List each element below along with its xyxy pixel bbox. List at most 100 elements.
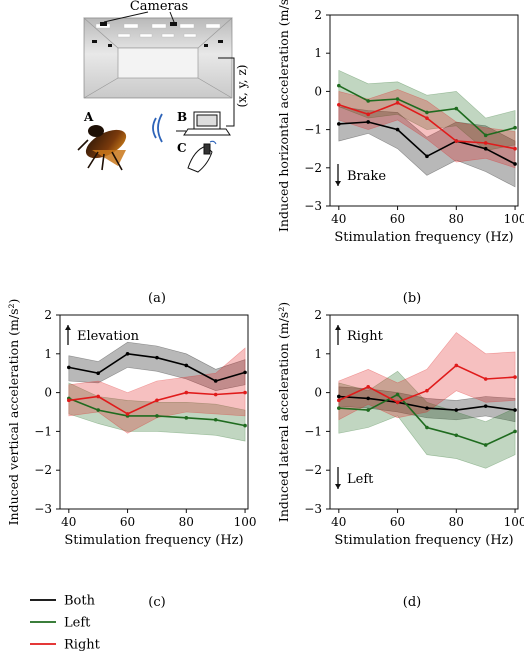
data-point (483, 141, 488, 145)
y-tick-label: 1 (44, 347, 52, 361)
data-point (513, 375, 517, 379)
x-tick-label: 80 (449, 212, 464, 226)
plot-frame (329, 14, 519, 207)
data-point (513, 429, 517, 434)
panel-label-d: (d) (403, 595, 421, 610)
cameras-label: Cameras (130, 0, 188, 14)
y-tick-label: −1 (304, 424, 322, 438)
data-point (513, 162, 517, 166)
data-point (483, 404, 488, 408)
data-point (366, 396, 370, 401)
label-c: C (177, 141, 187, 155)
data-point (425, 406, 429, 410)
data-point (425, 110, 429, 115)
label-b: B (177, 110, 187, 124)
data-point (155, 355, 159, 360)
data-point (395, 127, 400, 132)
data-point (513, 146, 517, 151)
camera-icons (92, 22, 223, 47)
data-point (366, 99, 370, 103)
room-perspective (83, 17, 233, 99)
setup-illustration: Cameras (x, y, z) A (77, 0, 249, 173)
y-tick-label: 0 (314, 84, 322, 98)
data-point (483, 133, 488, 138)
data-point (243, 370, 247, 375)
y-tick-label: −1 (304, 123, 322, 137)
ci-band-both (68, 341, 246, 392)
arrow-head (65, 325, 71, 330)
y-axis-label: Induced lateral acceleration (m/s²) (276, 302, 291, 522)
x-axis-label: Stimulation frequency (Hz) (334, 533, 513, 548)
ci-band-left (338, 370, 516, 469)
x-tick-label: 40 (61, 515, 76, 529)
annotation-label: Left (347, 472, 374, 487)
data-point (213, 392, 218, 397)
y-tick-label: −2 (304, 463, 322, 477)
x-axis-label: Stimulation frequency (Hz) (64, 533, 243, 548)
beetle-icon (77, 125, 127, 171)
data-point (513, 408, 517, 412)
ci-band-left (338, 69, 516, 151)
legend-label-both: Both (64, 594, 96, 609)
y-tick-label: −2 (304, 161, 322, 175)
legend-label-right: Right (64, 638, 101, 653)
panel-label-b: (b) (403, 291, 421, 306)
arrow-head (335, 484, 341, 489)
laptop-icon (176, 111, 231, 136)
y-tick-label: −2 (34, 463, 52, 477)
plot-frame (59, 314, 249, 510)
data-point (337, 83, 341, 88)
controller-hand-icon (187, 140, 217, 173)
x-tick-label: 100 (504, 212, 524, 226)
data-point (366, 384, 370, 389)
data-point (454, 363, 459, 368)
data-point (425, 425, 429, 430)
label-a: A (83, 110, 94, 124)
chart-d: −3 −2 −1 0 1 2 40 60 80 100 Stimulation frequency … (276, 302, 524, 548)
camera-callout-lines (103, 11, 235, 127)
data-point (184, 390, 189, 395)
ci-band-right (68, 347, 246, 434)
data-point (483, 377, 488, 381)
data-point (513, 125, 517, 130)
data-point (213, 417, 218, 422)
data-point (337, 394, 341, 399)
annotation-label: Brake (347, 169, 386, 184)
data-point (96, 371, 100, 376)
ci-band-right (338, 332, 516, 421)
x-tick-label: 80 (179, 515, 194, 529)
x-tick-label: 80 (449, 515, 464, 529)
arrow-head (335, 325, 341, 330)
x-axis-label: Stimulation frequency (Hz) (334, 230, 513, 245)
x-tick-label: 60 (390, 515, 405, 529)
data-point (395, 392, 400, 397)
data-point (337, 406, 341, 410)
chart-b: −3 −2 −1 0 1 2 40 60 80 100 Stimulation frequency … (276, 0, 524, 245)
data-point (184, 363, 189, 368)
annotation-label: Right (347, 329, 384, 344)
x-tick-label: 100 (234, 515, 257, 529)
data-point (96, 394, 100, 399)
x-tick-label: 60 (120, 515, 135, 529)
data-point (366, 120, 370, 124)
legend: Both Left Right (30, 594, 101, 653)
data-point (184, 416, 189, 420)
data-point (454, 433, 459, 438)
y-axis-label: Induced vertical acceleration (m/s²) (6, 299, 21, 526)
y-tick-label: 2 (44, 308, 52, 322)
ci-band-both (338, 106, 516, 188)
y-tick-label: 0 (314, 386, 322, 400)
data-point (337, 102, 341, 107)
data-point (366, 112, 370, 117)
y-tick-label: 2 (314, 308, 322, 322)
data-point (454, 139, 459, 143)
data-point (483, 443, 488, 447)
x-tick-label: 40 (331, 515, 346, 529)
plot-frame (329, 314, 519, 510)
y-tick-label: 0 (44, 386, 52, 400)
x-tick-label: 100 (504, 515, 524, 529)
data-point (366, 408, 370, 412)
y-tick-label: 2 (314, 8, 322, 22)
data-point (125, 352, 130, 356)
wireless-signal-icon (152, 113, 163, 143)
